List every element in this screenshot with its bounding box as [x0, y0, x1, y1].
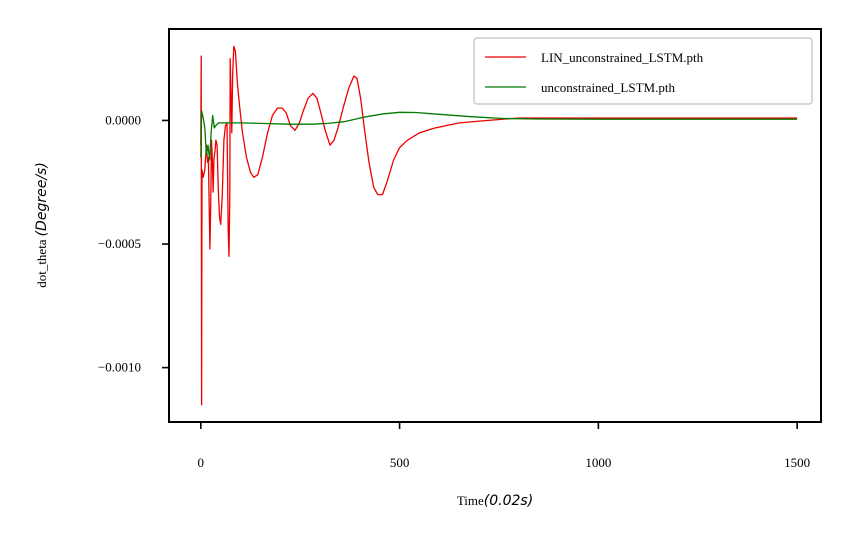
y-axis-label-text: dot_theta [34, 239, 49, 288]
x-axis: 0 500 1000 1500 [198, 422, 810, 470]
x-axis-label-unit: (0.02s) [484, 493, 533, 509]
x-axis-label: Time(0.02s) [457, 493, 533, 509]
series-line-0 [200, 45, 798, 406]
y-axis-label-unit: (Degree/s) [34, 162, 50, 236]
x-axis-label-text: Time [457, 493, 484, 508]
series-layer [200, 45, 798, 406]
y-tick-label: −0.0010 [98, 360, 141, 375]
legend-entry-unconstrained: unconstrained_LSTM.pth [541, 80, 675, 95]
plot-frame [168, 28, 822, 423]
y-axis-label: dot_theta (Degree/s) [34, 162, 50, 288]
legend: LIN_unconstrained_LSTM.pth unconstrained… [473, 37, 813, 105]
x-tick-label: 1500 [784, 455, 810, 470]
x-tick-label: 0 [198, 455, 205, 470]
series-line-1 [200, 109, 798, 161]
y-tick-label: −0.0005 [98, 236, 141, 251]
x-tick-label: 500 [390, 455, 410, 470]
legend-entry-lin-unconstrained: LIN_unconstrained_LSTM.pth [541, 50, 704, 65]
x-tick-label: 1000 [585, 455, 611, 470]
y-tick-label: 0.0000 [105, 112, 141, 127]
y-axis: 0.0000 −0.0005 −0.0010 [98, 112, 169, 375]
legend-box [473, 37, 813, 105]
